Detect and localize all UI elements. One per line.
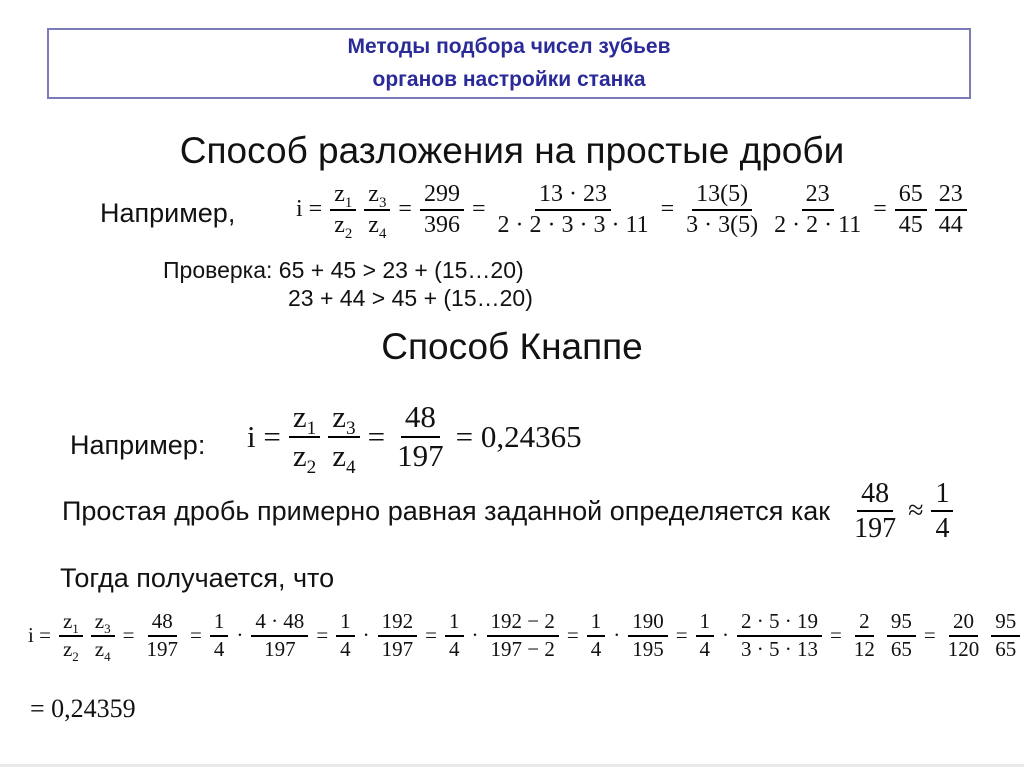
check-block: Проверка: 65 + 45 > 23 + (15…20) 23 + 44…	[163, 256, 533, 312]
math-text: =	[425, 623, 437, 648]
math-text: ·	[471, 623, 479, 648]
math-text: =	[471, 196, 486, 223]
fraction: 48 197	[397, 399, 444, 473]
math-text: =	[923, 623, 936, 648]
approx-row: Простая дробь примерно равная заданной о…	[62, 478, 957, 545]
fraction: 2 12	[853, 609, 875, 661]
fraction: 13(5) 3 · 3(5)	[686, 181, 759, 238]
formula-prime-decomposition: i = z1 z2 z3 z4 = 299 396 = 13 · 23 2 · 2 · 3 · 3 …	[292, 181, 971, 241]
section1-heading: Способ разложения на простые дроби	[179, 130, 845, 171]
math-text: = 0,24365	[455, 418, 582, 454]
fraction: 20 120	[947, 609, 980, 661]
fraction: z1 z2	[330, 181, 357, 241]
section2-heading: Способ Кнаппе	[381, 326, 643, 367]
fraction: 95 65	[991, 609, 1021, 661]
formula-knappe-expansion: i = z1 z2 z3 z4 = 48 197 = 1 4 · 4 · 48 197 = 1 4 · 192 197…	[24, 609, 1024, 663]
fraction: z3 z4	[328, 399, 360, 477]
fraction: 192 197	[377, 609, 418, 661]
math-text: =	[316, 623, 329, 648]
then-text: Тогда получается, что	[60, 563, 335, 593]
fraction: z1 z2	[288, 399, 321, 477]
math-text: ·	[722, 623, 730, 648]
math-text: =	[122, 623, 135, 648]
fraction: 23 2 · 2 · 11	[774, 181, 862, 238]
section2-example-label: Например:	[70, 430, 206, 460]
math-text: =	[189, 623, 202, 648]
math-text: i =	[247, 418, 281, 454]
fraction: 2 · 5 · 19 3 · 5 · 13	[737, 609, 823, 661]
math-text: =	[367, 418, 386, 454]
formula-knappe-ratio: i = z1 z2 z3 z4 = 48 197 = 0,24365	[243, 399, 586, 477]
math-text: =	[566, 623, 579, 648]
check-line-1: Проверка: 65 + 45 > 23 + (15…20)	[163, 257, 524, 283]
slide-title-line-2: органов настройки станка	[372, 67, 646, 91]
slide-title-box: Методы подбора чисел зубьев органов наст…	[47, 28, 971, 99]
formula-approx-fraction: 48 197 ≈1 4	[846, 478, 957, 545]
fraction: 13 · 23 2 · 2 · 3 · 3 · 11	[497, 181, 649, 238]
section1-example-label: Например,	[100, 198, 236, 228]
approx-text: Простая дробь примерно равная заданной о…	[62, 495, 831, 526]
fraction: 65 45	[894, 181, 927, 239]
math-text: ·	[613, 623, 621, 648]
fraction: 95 65	[886, 609, 916, 661]
fraction: z3 z4	[364, 181, 391, 241]
math-text: i =	[28, 623, 51, 648]
fraction: 23 44	[934, 181, 967, 239]
math-text: =	[660, 196, 675, 223]
math-text: =	[830, 623, 842, 648]
math-text: =	[873, 196, 887, 223]
fraction: 190 195	[628, 609, 668, 661]
math-text: ≈	[908, 495, 924, 527]
fraction: z1 z2	[58, 609, 83, 663]
fraction: 48 197	[146, 609, 178, 661]
fraction: 299 396	[419, 181, 464, 239]
math-text: ·	[362, 623, 370, 648]
math-text: i =	[296, 196, 323, 223]
math-text: =	[675, 623, 688, 648]
fraction: 192 − 2 197 − 2	[486, 609, 559, 661]
slide-title-line-1: Методы подбора чисел зубьев	[347, 34, 671, 58]
check-line-2: 23 + 44 > 45 + (15…20)	[288, 285, 533, 312]
formula-result-line: = 0,24359	[30, 694, 136, 723]
math-text: ·	[236, 623, 244, 648]
math-text: =	[398, 196, 412, 223]
fraction: z3 z4	[90, 609, 115, 663]
fraction: 4 · 48 197	[251, 609, 309, 661]
fraction: 48 197	[854, 478, 897, 545]
